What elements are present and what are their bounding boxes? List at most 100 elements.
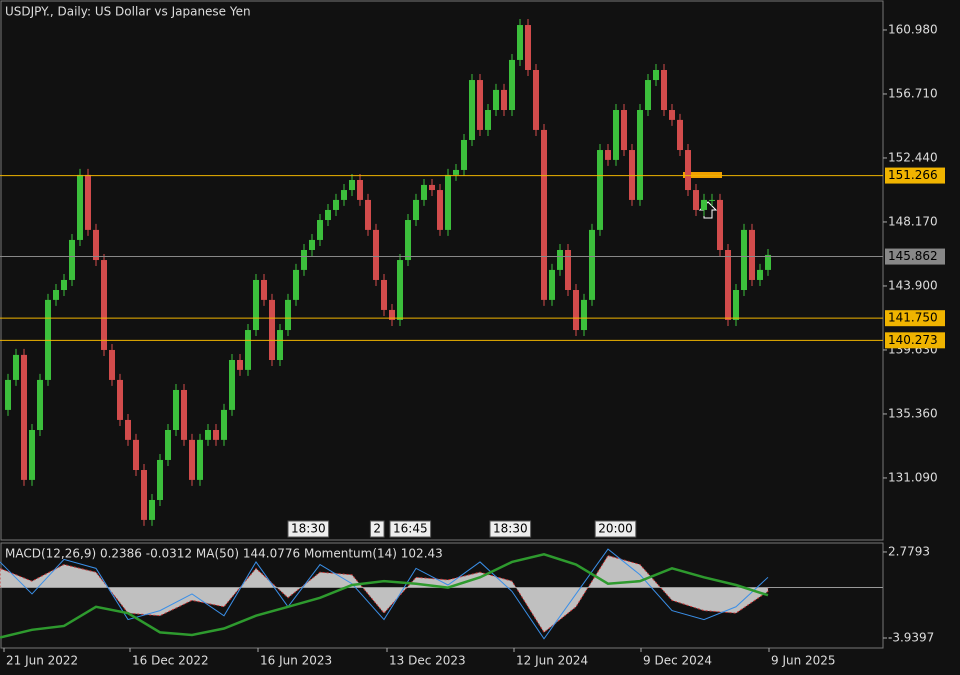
- candle: [677, 119, 683, 151]
- level-label: 141.750: [888, 311, 938, 325]
- candle: [381, 279, 387, 310]
- x-tick-label: 21 Jun 2022: [6, 654, 78, 668]
- candle: [493, 89, 499, 111]
- candle: [245, 330, 251, 370]
- level-label: 140.273: [888, 333, 938, 347]
- candle: [693, 190, 699, 210]
- candle: [597, 150, 603, 230]
- main-frame: [0, 0, 884, 541]
- candle: [269, 299, 275, 360]
- candle: [357, 180, 363, 200]
- level-label: 151.266: [888, 168, 938, 182]
- candle: [653, 69, 659, 81]
- candle: [37, 379, 43, 430]
- event-box: [369, 520, 385, 538]
- candle: [373, 229, 379, 280]
- candle: [93, 229, 99, 261]
- candle: [573, 290, 579, 331]
- candle: [661, 69, 667, 111]
- candle: [61, 279, 67, 291]
- candle: [189, 439, 195, 480]
- event-label: 16:45: [393, 522, 428, 536]
- candle: [253, 279, 259, 331]
- y-tick-label: 152.440: [888, 150, 938, 164]
- x-tick-label: 12 Jun 2024: [516, 654, 588, 668]
- candle: [757, 269, 763, 280]
- candle: [389, 309, 395, 320]
- candle: [261, 279, 267, 300]
- candle: [317, 220, 323, 240]
- candle: [589, 229, 595, 300]
- event-box: [389, 520, 432, 538]
- candle: [421, 184, 427, 200]
- candle: [85, 174, 91, 230]
- candle: [181, 389, 187, 440]
- candle: [197, 439, 203, 480]
- candle: [173, 389, 179, 430]
- level-box: [885, 310, 945, 327]
- candle: [221, 409, 227, 440]
- candle: [133, 439, 139, 471]
- candle: [285, 299, 291, 331]
- candle: [605, 150, 611, 160]
- candle: [365, 199, 371, 230]
- chart-title: USDJPY., Daily: US Dollar vs Japanese Ye…: [5, 5, 251, 19]
- ma-line: [0, 552, 769, 639]
- candle: [565, 249, 571, 291]
- event-label: 2: [373, 522, 381, 536]
- candle: [509, 59, 515, 111]
- candle: [125, 419, 131, 440]
- level-box: [885, 167, 945, 184]
- candle: [437, 190, 443, 230]
- candle: [349, 180, 355, 191]
- candle: [629, 150, 635, 200]
- candle: [141, 470, 147, 520]
- y-tick-label: 148.170: [888, 214, 938, 228]
- event-label: 20:00: [598, 522, 633, 536]
- histogram-area: [0, 554, 769, 634]
- level-box: [885, 332, 945, 349]
- candle: [237, 360, 243, 370]
- candle: [501, 89, 507, 111]
- candle: [109, 349, 115, 380]
- candle: [229, 360, 235, 410]
- arrow-icon: [698, 201, 718, 219]
- candle: [77, 174, 83, 240]
- candle: [101, 260, 107, 350]
- candle: [301, 249, 307, 270]
- y-tick-label: 156.710: [888, 86, 938, 100]
- y-tick-label: 135.360: [888, 406, 938, 420]
- event-box: [489, 520, 532, 538]
- y-tick-label: -3.9397: [888, 631, 934, 645]
- candle: [453, 169, 459, 175]
- candle: [445, 174, 451, 230]
- y-tick-label: 160.980: [888, 22, 938, 36]
- candle: [557, 249, 563, 270]
- candle: [637, 110, 643, 200]
- candle: [413, 199, 419, 221]
- candle: [293, 269, 299, 300]
- candle: [69, 239, 75, 280]
- momentum-line: [0, 548, 769, 640]
- candle: [485, 110, 491, 130]
- candle: [205, 429, 211, 440]
- candle: [29, 429, 35, 480]
- candle: [157, 459, 163, 500]
- candle: [5, 379, 11, 410]
- sub-frame: [0, 542, 884, 649]
- candle: [701, 199, 707, 210]
- candle: [749, 229, 755, 280]
- y-tick-label: 2.7793: [888, 544, 930, 558]
- y-tick-label: 131.090: [888, 470, 938, 484]
- candle: [397, 260, 403, 320]
- candle: [733, 290, 739, 320]
- candle: [613, 110, 619, 160]
- candle: [277, 330, 283, 360]
- candle: [549, 269, 555, 300]
- y-tick-label: 143.900: [888, 278, 938, 292]
- candle: [581, 299, 587, 331]
- candle: [645, 80, 651, 111]
- candle: [165, 429, 171, 460]
- candle: [517, 25, 523, 60]
